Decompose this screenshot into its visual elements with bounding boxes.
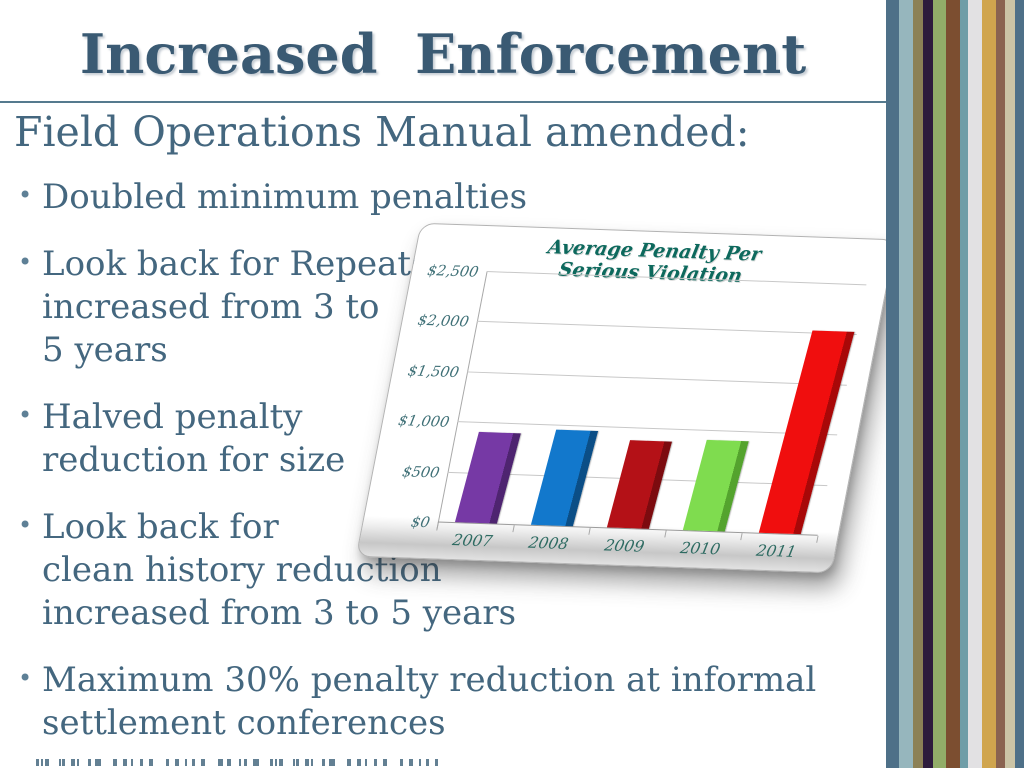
chart-panel: Average Penalty Per Serious Violation $0…	[355, 222, 897, 574]
y-tick-label: $1,500	[406, 363, 461, 381]
page-title: Increased Enforcement	[79, 22, 807, 86]
x-tick-label: 2011	[754, 541, 798, 561]
stripe-12	[1015, 0, 1024, 768]
y-tick-label: $2,000	[416, 313, 471, 331]
x-axis-tick	[512, 525, 515, 533]
x-tick-label: 2007	[451, 531, 494, 551]
y-tick-label: $2,500	[426, 263, 480, 281]
stripe-3	[913, 0, 923, 768]
bullet-item-2: Look back for Repeats increased from 3 t…	[16, 241, 916, 372]
x-tick-label: 2008	[526, 533, 570, 554]
bullet-item-3: Halved penalty reduction for size	[16, 394, 916, 482]
x-axis-tick	[588, 527, 591, 535]
plot-area: $0 $500 $1,000 $1,500 $2,000 $2,500 2007 2008 20…	[397, 263, 867, 561]
y-tick-label: $1,000	[396, 413, 451, 431]
bullet-item-5: Maximum 30% penalty reduction at informa…	[16, 657, 916, 745]
x-axis-tick	[436, 522, 439, 530]
y-tick-label: $500	[400, 463, 441, 482]
x-axis-tick	[740, 533, 743, 541]
stripe-10	[996, 0, 1005, 768]
stripe-7	[960, 0, 968, 768]
x-tick-label: 2010	[678, 539, 722, 559]
stripe-11	[1005, 0, 1015, 768]
bullet-item-4: Look back for clean history reduction in…	[16, 504, 916, 635]
gridline-$2,000	[476, 321, 857, 336]
bullet-item-1: Doubled minimum penalties	[16, 174, 916, 219]
bar-2008	[530, 429, 599, 527]
stripe-1	[886, 0, 899, 768]
bullet-list: Doubled minimum penalties Look back for R…	[16, 174, 916, 769]
y-tick-label: $0	[409, 514, 432, 532]
stripe-2	[899, 0, 913, 768]
bar-2009	[606, 439, 673, 529]
stripe-5	[933, 0, 946, 768]
bar-2007	[454, 432, 521, 524]
stripe-band	[886, 0, 1024, 768]
bar-2010	[682, 440, 749, 532]
stripe-9	[982, 0, 996, 768]
gridline-$1,500	[466, 371, 847, 386]
stripe-4	[923, 0, 933, 768]
stripe-6	[946, 0, 960, 768]
title-divider	[0, 101, 887, 103]
clipped-text-row	[36, 759, 438, 766]
x-tick-label: 2009	[602, 536, 646, 556]
stripe-8	[968, 0, 982, 768]
slide-subtitle: Field Operations Manual amended:	[14, 108, 750, 156]
x-axis-tick	[816, 535, 819, 543]
x-axis-tick	[664, 530, 667, 538]
slide-content-area: Increased Enforcement Field Operations M…	[0, 0, 886, 768]
